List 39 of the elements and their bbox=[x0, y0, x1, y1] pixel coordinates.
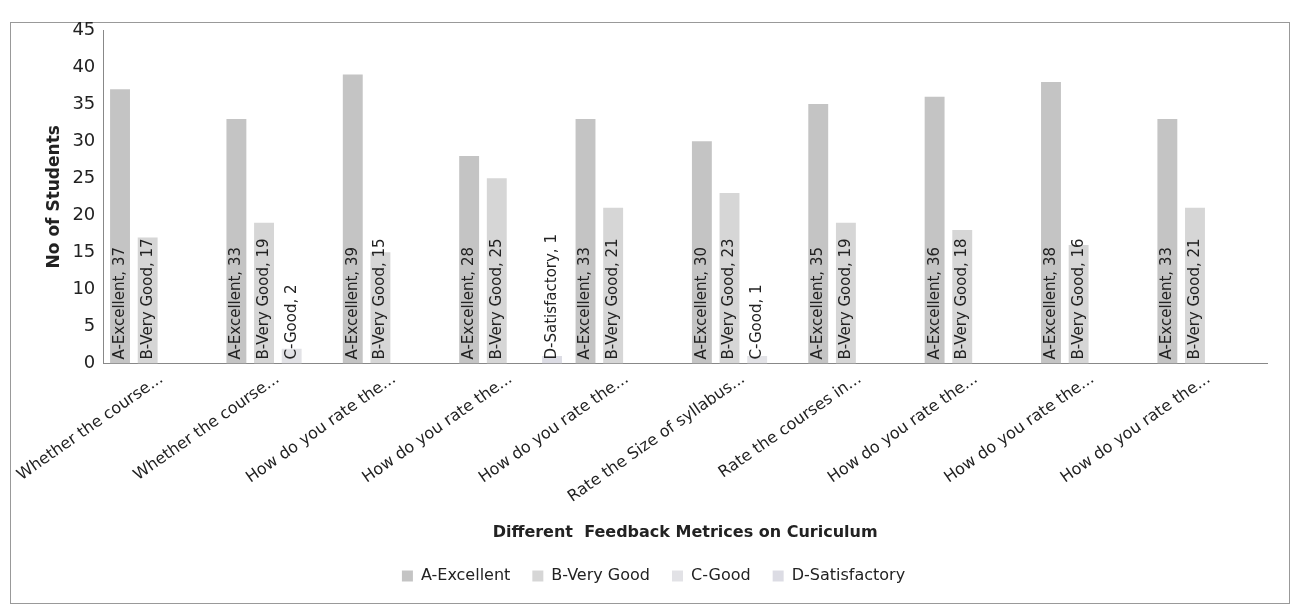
legend-label: B-Very Good bbox=[551, 565, 650, 585]
data-label: B-Very Good, 21 bbox=[1184, 238, 1203, 360]
y-tick-label: 30 bbox=[72, 128, 96, 150]
y-tick-label: 35 bbox=[72, 91, 96, 113]
y-tick-label: 0 bbox=[83, 351, 96, 373]
data-label: B-Very Good, 17 bbox=[137, 238, 156, 360]
data-label: B-Very Good, 23 bbox=[719, 238, 738, 360]
data-label: A-Excellent, 33 bbox=[575, 247, 594, 360]
legend-label: C-Good bbox=[690, 565, 751, 585]
y-tick-label: 5 bbox=[83, 314, 96, 336]
data-label: A-Excellent, 38 bbox=[1040, 247, 1059, 360]
data-label: A-Excellent, 37 bbox=[109, 247, 128, 360]
y-tick-label: 45 bbox=[72, 17, 96, 39]
x-axis-title: Different Feedback Metrices on Curiculum bbox=[492, 521, 878, 541]
data-label: A-Excellent, 36 bbox=[924, 247, 943, 360]
data-label: B-Very Good, 19 bbox=[835, 238, 854, 360]
data-label: B-Very Good, 15 bbox=[370, 238, 389, 360]
data-label: B-Very Good, 16 bbox=[1068, 238, 1087, 360]
data-label: A-Excellent, 35 bbox=[808, 247, 827, 360]
data-label: B-Very Good, 25 bbox=[486, 238, 505, 360]
data-label: C-Good, 1 bbox=[747, 284, 766, 360]
y-tick-label: 15 bbox=[72, 240, 96, 262]
data-label: A-Excellent, 30 bbox=[691, 247, 710, 360]
data-label: D-Satisfactory, 1 bbox=[541, 234, 560, 360]
data-label: C-Good, 2 bbox=[281, 284, 300, 360]
y-tick-label: 25 bbox=[72, 165, 96, 187]
data-label: A-Excellent, 33 bbox=[226, 247, 245, 360]
data-label: B-Very Good, 19 bbox=[253, 238, 272, 360]
data-label: A-Excellent, 28 bbox=[459, 247, 478, 360]
y-tick-label: 20 bbox=[72, 202, 96, 224]
y-tick-label: 10 bbox=[72, 277, 96, 299]
data-label: A-Excellent, 33 bbox=[1157, 247, 1176, 360]
y-tick-label: 40 bbox=[72, 54, 96, 76]
legend-label: A-Excellent bbox=[420, 565, 511, 585]
y-axis-title: No of Students bbox=[42, 125, 63, 269]
data-label: B-Very Good, 21 bbox=[603, 238, 622, 360]
data-label: B-Very Good, 18 bbox=[952, 238, 971, 360]
data-label: A-Excellent, 39 bbox=[342, 247, 361, 360]
legend-label: D-Satisfactory bbox=[791, 565, 906, 585]
